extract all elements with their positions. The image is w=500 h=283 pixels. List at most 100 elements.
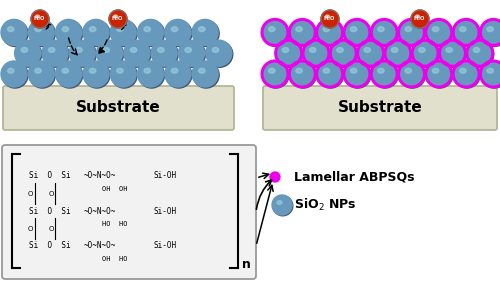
Text: SiO$_2$ NPs: SiO$_2$ NPs [294,197,356,213]
Circle shape [398,20,424,45]
Circle shape [467,40,493,66]
Text: H$_2$O: H$_2$O [34,14,46,23]
Ellipse shape [460,68,466,73]
Circle shape [165,61,191,87]
Circle shape [413,41,439,67]
Text: Substrate: Substrate [76,100,160,115]
Circle shape [31,10,49,28]
Circle shape [28,20,54,45]
Circle shape [262,61,288,87]
Ellipse shape [487,27,494,32]
Circle shape [276,41,302,67]
Circle shape [263,62,289,88]
Text: Si  O  Si: Si O Si [29,171,71,181]
Ellipse shape [144,68,150,73]
Circle shape [386,41,412,67]
Circle shape [2,20,28,46]
Circle shape [111,20,137,46]
Ellipse shape [432,27,439,32]
Ellipse shape [130,48,137,52]
Circle shape [152,41,178,67]
Text: Si-OH: Si-OH [154,171,176,181]
Circle shape [482,20,500,46]
Circle shape [138,20,164,45]
Circle shape [70,41,97,67]
Polygon shape [270,172,280,182]
Circle shape [276,40,301,66]
Circle shape [193,62,219,88]
Text: ~O~N~O~: ~O~N~O~ [84,171,116,181]
Ellipse shape [277,201,282,204]
Circle shape [111,62,137,88]
Ellipse shape [282,48,288,52]
Circle shape [345,20,371,46]
Circle shape [482,62,500,88]
Circle shape [263,20,289,46]
FancyBboxPatch shape [263,86,497,130]
Circle shape [166,20,192,46]
Circle shape [84,62,110,88]
Circle shape [178,40,204,66]
Text: ~O~N~O~: ~O~N~O~ [84,241,116,250]
Circle shape [344,61,370,87]
Ellipse shape [158,48,164,52]
Text: HO  HO: HO HO [102,221,128,227]
Ellipse shape [296,27,302,32]
Ellipse shape [185,48,192,52]
Ellipse shape [350,27,357,32]
Circle shape [1,20,27,45]
Circle shape [290,20,316,46]
Circle shape [124,40,150,66]
Text: O: O [28,191,32,197]
Ellipse shape [144,27,150,32]
Circle shape [426,61,452,87]
Ellipse shape [212,48,219,52]
Circle shape [109,10,127,28]
Ellipse shape [48,48,55,52]
Circle shape [69,40,95,66]
Ellipse shape [8,27,14,32]
Circle shape [412,40,438,66]
Circle shape [16,41,42,67]
Circle shape [2,62,28,88]
Ellipse shape [198,68,205,73]
Text: ~O~N~O~: ~O~N~O~ [84,207,116,215]
Text: Substrate: Substrate [338,100,422,115]
Circle shape [28,61,54,87]
Ellipse shape [76,48,82,52]
Circle shape [304,41,330,67]
Ellipse shape [446,48,452,52]
Circle shape [400,62,425,88]
Circle shape [345,62,371,88]
Circle shape [138,20,164,46]
Circle shape [262,20,288,45]
Ellipse shape [116,68,123,73]
Text: H$_2$O: H$_2$O [414,14,426,23]
Circle shape [411,10,429,28]
Ellipse shape [323,27,330,32]
Circle shape [56,20,82,45]
Circle shape [14,40,40,66]
Ellipse shape [103,48,110,52]
Circle shape [303,40,329,66]
Circle shape [480,20,500,45]
Circle shape [454,20,480,46]
Ellipse shape [460,27,466,32]
Text: H$_2$O: H$_2$O [324,14,336,23]
Text: O: O [28,226,32,232]
Circle shape [83,20,109,45]
Circle shape [400,20,425,46]
Circle shape [110,20,136,45]
Circle shape [385,40,411,66]
Circle shape [138,61,164,87]
Ellipse shape [432,68,439,73]
Circle shape [138,62,164,88]
Ellipse shape [36,15,40,18]
Ellipse shape [21,48,28,52]
Circle shape [84,20,110,46]
Circle shape [30,62,56,88]
Circle shape [125,41,151,67]
Ellipse shape [310,48,316,52]
Circle shape [371,61,397,87]
Circle shape [358,40,384,66]
